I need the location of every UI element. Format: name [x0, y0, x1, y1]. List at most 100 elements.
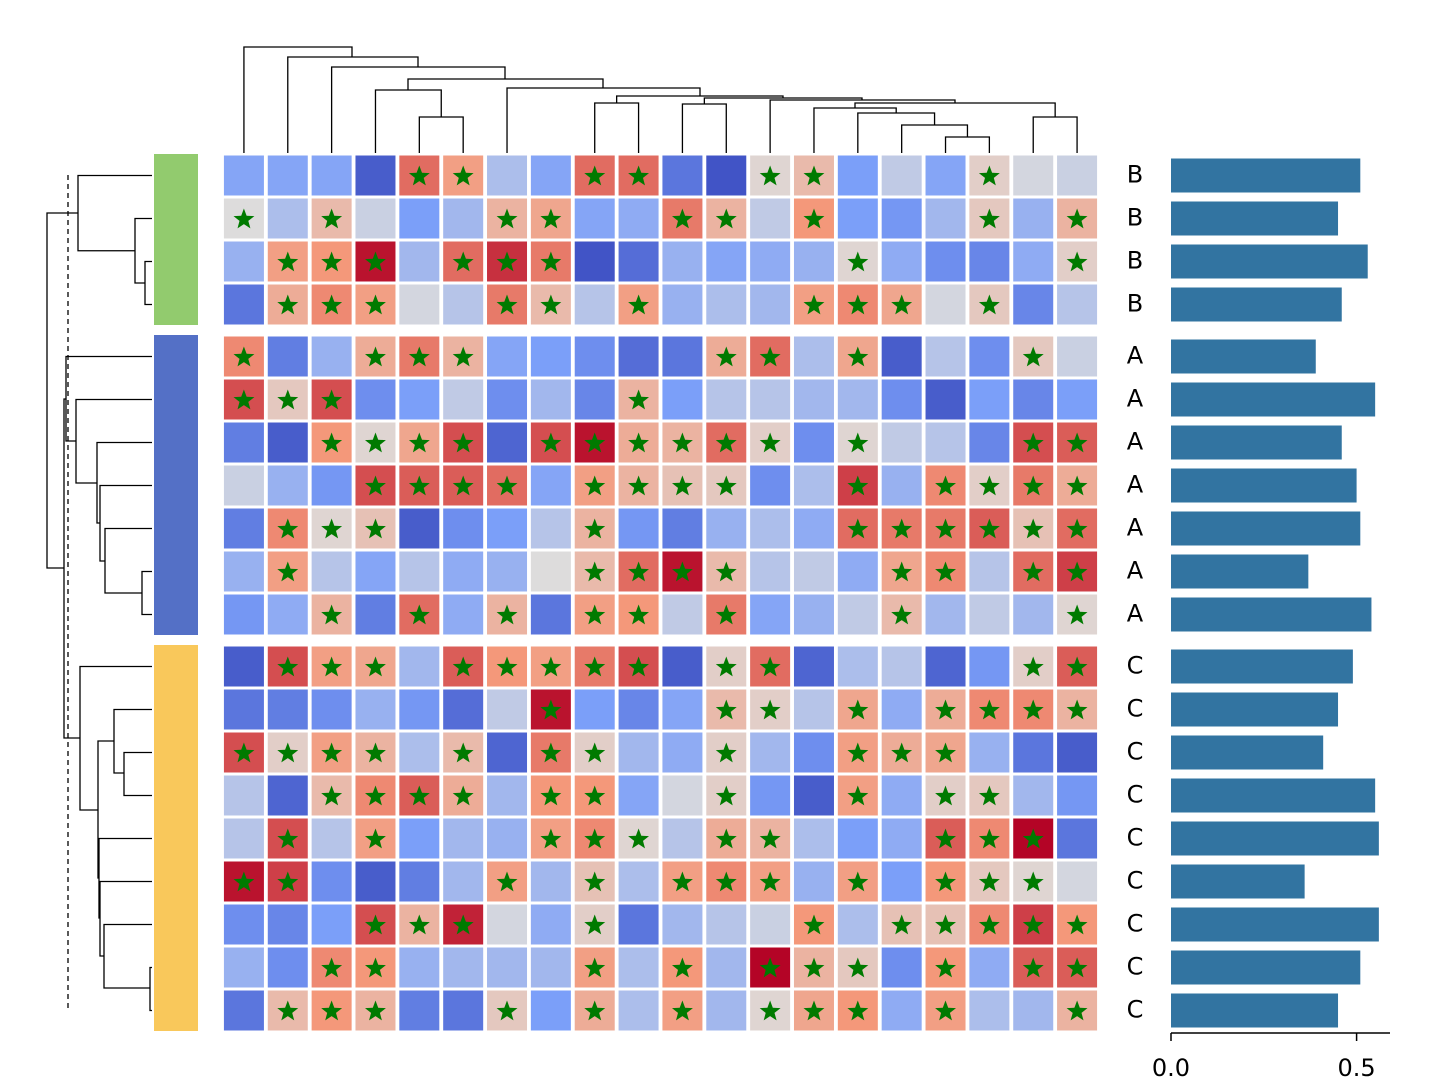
heatmap-cell — [487, 732, 528, 773]
significance-star — [847, 1000, 869, 1021]
significance-star — [277, 518, 299, 539]
dendrogram-link — [79, 665, 152, 811]
heatmap-cell — [969, 646, 1010, 687]
heatmap-cell — [443, 284, 484, 325]
heatmap-cell — [487, 904, 528, 945]
significance-star — [978, 518, 1000, 539]
significance-star — [1022, 432, 1044, 453]
heatmap-cell — [618, 689, 659, 730]
heatmap-cell — [223, 947, 264, 988]
dendrogram-link — [287, 56, 419, 153]
heatmap-cell — [355, 198, 396, 239]
significance-star — [847, 432, 869, 453]
dendrogram-link — [681, 103, 727, 153]
row-label: A — [1127, 428, 1144, 456]
bar — [1171, 287, 1342, 322]
significance-star — [277, 1000, 299, 1021]
significance-star — [540, 785, 562, 806]
significance-star — [277, 389, 299, 410]
significance-star — [1022, 518, 1044, 539]
heatmap-cell — [574, 379, 615, 420]
dendrogram-link — [96, 441, 152, 524]
heatmap-cell — [706, 508, 747, 549]
significance-star — [408, 165, 430, 186]
heatmap-cell — [618, 241, 659, 282]
bar — [1171, 993, 1339, 1028]
heatmap-cell — [618, 775, 659, 816]
significance-star — [1022, 346, 1044, 367]
heatmap-cell — [837, 594, 878, 635]
heatmap-cell — [267, 422, 308, 463]
significance-star — [584, 604, 606, 625]
heatmap-cell — [662, 155, 703, 196]
significance-star — [978, 828, 1000, 849]
heatmap-cell — [1013, 284, 1054, 325]
x-tick-label: 0.0 — [1152, 1054, 1190, 1078]
heatmap-cell — [881, 990, 922, 1031]
heatmap-cell — [618, 947, 659, 988]
significance-star — [891, 518, 913, 539]
bar — [1171, 778, 1376, 813]
heatmap-cell — [311, 465, 352, 506]
significance-star — [978, 871, 1000, 892]
heatmap-cell — [223, 465, 264, 506]
heatmap-cell — [399, 818, 440, 859]
heatmap-cell — [881, 422, 922, 463]
significance-star — [452, 346, 474, 367]
row-label: B — [1127, 161, 1143, 189]
heatmap-cell — [793, 508, 834, 549]
row-group-color — [154, 550, 198, 593]
significance-star — [540, 828, 562, 849]
dendrogram-link — [123, 751, 152, 797]
heatmap-cell — [1013, 379, 1054, 420]
dendrogram-link — [901, 124, 969, 153]
heatmap-cell — [267, 336, 308, 377]
heatmap-cell — [530, 508, 571, 549]
significance-star — [847, 871, 869, 892]
heatmap-cell — [1013, 732, 1054, 773]
row-label: A — [1127, 514, 1144, 542]
significance-star — [628, 294, 649, 315]
bar — [1171, 244, 1368, 279]
heatmap-cell — [487, 818, 528, 859]
heatmap-cell — [969, 947, 1010, 988]
heatmap-cell — [443, 861, 484, 902]
heatmap-cell — [706, 284, 747, 325]
bar — [1171, 158, 1361, 193]
heatmap-cell — [355, 594, 396, 635]
significance-star — [803, 914, 825, 935]
heatmap-cell — [443, 594, 484, 635]
significance-star — [233, 742, 255, 763]
significance-star — [540, 742, 562, 763]
significance-star — [715, 871, 737, 892]
dendrogram-link — [113, 708, 152, 774]
heatmap-cell — [881, 861, 922, 902]
heatmap-cell — [399, 861, 440, 902]
significance-star — [365, 346, 386, 367]
significance-star — [496, 294, 518, 315]
heatmap-cell — [750, 198, 791, 239]
heatmap-cell — [223, 646, 264, 687]
heatmap-cell — [969, 241, 1010, 282]
heatmap-cell — [530, 551, 571, 592]
significance-star — [1022, 957, 1044, 978]
heatmap-cell — [399, 241, 440, 282]
heatmap-cell — [267, 775, 308, 816]
significance-star — [365, 294, 386, 315]
heatmap-cell — [223, 990, 264, 1031]
dendrogram-link — [46, 212, 78, 569]
heatmap-cell — [223, 241, 264, 282]
heatmap-cell — [662, 818, 703, 859]
heatmap-cell — [750, 284, 791, 325]
significance-star — [365, 957, 386, 978]
significance-star — [1066, 208, 1088, 229]
significance-star — [1066, 656, 1088, 677]
significance-star — [321, 251, 343, 272]
heatmap-cell — [706, 990, 747, 1031]
heatmap-cell — [706, 947, 747, 988]
significance-star — [408, 475, 430, 496]
significance-star — [628, 656, 649, 677]
significance-star — [935, 1000, 956, 1021]
significance-star — [277, 828, 299, 849]
